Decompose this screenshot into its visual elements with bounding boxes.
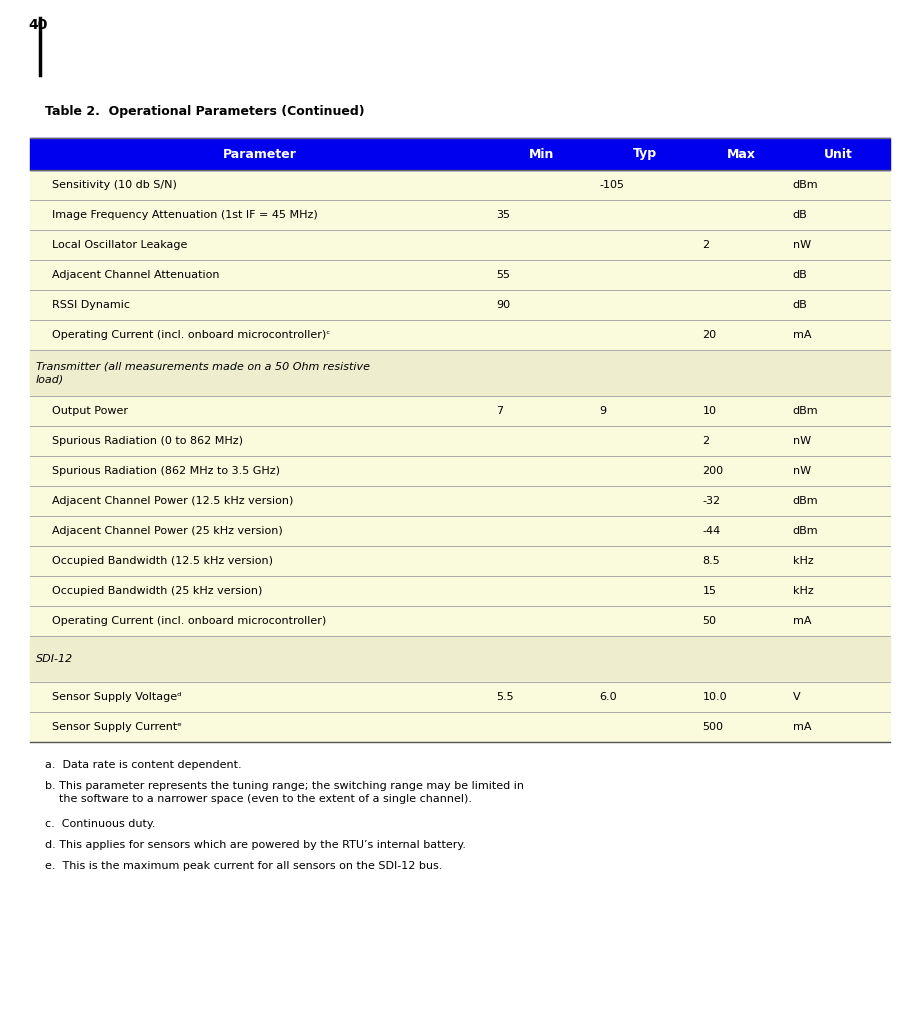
Text: RSSI Dynamic: RSSI Dynamic <box>52 300 130 310</box>
Text: 7: 7 <box>496 406 503 416</box>
Text: mA: mA <box>793 330 812 340</box>
Text: Typ: Typ <box>633 147 657 160</box>
Text: Sensitivity (10 db S/N): Sensitivity (10 db S/N) <box>52 180 177 190</box>
Text: Local Oscillator Leakage: Local Oscillator Leakage <box>52 240 188 250</box>
Text: d. This applies for sensors which are powered by the RTU’s internal battery.: d. This applies for sensors which are po… <box>45 840 466 850</box>
Text: kHz: kHz <box>793 586 813 596</box>
Text: Image Frequency Attenuation (1st IF = 45 MHz): Image Frequency Attenuation (1st IF = 45… <box>52 210 318 220</box>
Text: 15: 15 <box>703 586 716 596</box>
Bar <box>30 605 890 636</box>
Text: 35: 35 <box>496 210 510 220</box>
Text: kHz: kHz <box>793 556 813 566</box>
Text: dB: dB <box>793 300 808 310</box>
Bar <box>30 426 890 456</box>
Text: Transmitter (all measurements made on a 50 Ohm resistive
load): Transmitter (all measurements made on a … <box>36 362 370 384</box>
Text: 5.5: 5.5 <box>496 692 514 702</box>
Text: dB: dB <box>793 210 808 220</box>
Text: mA: mA <box>793 722 812 732</box>
Text: -44: -44 <box>703 526 721 536</box>
Text: a.  Data rate is content dependent.: a. Data rate is content dependent. <box>45 760 242 770</box>
Text: Sensor Supply Voltageᵈ: Sensor Supply Voltageᵈ <box>52 692 181 702</box>
Text: Parameter: Parameter <box>224 147 297 160</box>
Text: dB: dB <box>793 270 808 280</box>
Text: 40: 40 <box>28 19 48 32</box>
Text: b. This parameter represents the tuning range; the switching range may be limite: b. This parameter represents the tuning … <box>45 781 524 804</box>
Text: -105: -105 <box>599 180 625 190</box>
Text: Spurious Radiation (0 to 862 MHz): Spurious Radiation (0 to 862 MHz) <box>52 436 243 446</box>
Text: 10.0: 10.0 <box>703 692 727 702</box>
Text: 55: 55 <box>496 270 510 280</box>
Text: Spurious Radiation (862 MHz to 3.5 GHz): Spurious Radiation (862 MHz to 3.5 GHz) <box>52 466 280 476</box>
Text: 500: 500 <box>703 722 724 732</box>
Text: Operating Current (incl. onboard microcontroller): Operating Current (incl. onboard microco… <box>52 616 326 626</box>
Bar <box>30 682 890 712</box>
Bar <box>30 290 890 320</box>
Text: Adjacent Channel Attenuation: Adjacent Channel Attenuation <box>52 270 220 280</box>
Bar <box>30 456 890 486</box>
Text: dBm: dBm <box>793 180 818 190</box>
Text: e.  This is the maximum peak current for all sensors on the SDI-12 bus.: e. This is the maximum peak current for … <box>45 861 442 871</box>
Bar <box>30 138 890 170</box>
Text: nW: nW <box>793 436 811 446</box>
Bar <box>30 320 890 350</box>
Text: Operating Current (incl. onboard microcontroller)ᶜ: Operating Current (incl. onboard microco… <box>52 330 331 340</box>
Text: c.  Continuous duty.: c. Continuous duty. <box>45 819 156 829</box>
Text: 50: 50 <box>703 616 716 626</box>
Text: -32: -32 <box>703 495 721 506</box>
Text: dBm: dBm <box>793 526 818 536</box>
Text: 9: 9 <box>599 406 606 416</box>
Text: 10: 10 <box>703 406 716 416</box>
Text: SDI-12: SDI-12 <box>36 654 73 664</box>
Bar <box>30 200 890 230</box>
Text: Unit: Unit <box>824 147 853 160</box>
Text: dBm: dBm <box>793 495 818 506</box>
Bar <box>30 546 890 576</box>
Bar <box>30 576 890 605</box>
Bar <box>30 170 890 200</box>
Bar <box>30 350 890 396</box>
Text: Min: Min <box>529 147 554 160</box>
Text: dBm: dBm <box>793 406 818 416</box>
Text: Adjacent Channel Power (25 kHz version): Adjacent Channel Power (25 kHz version) <box>52 526 283 536</box>
Bar <box>30 486 890 516</box>
Text: Output Power: Output Power <box>52 406 128 416</box>
Text: Sensor Supply Currentᵉ: Sensor Supply Currentᵉ <box>52 722 182 732</box>
Bar <box>30 396 890 426</box>
Text: 2: 2 <box>703 436 710 446</box>
Text: mA: mA <box>793 616 812 626</box>
Bar <box>30 260 890 290</box>
Text: 2: 2 <box>703 240 710 250</box>
Bar <box>30 712 890 742</box>
Text: nW: nW <box>793 240 811 250</box>
Text: 200: 200 <box>703 466 724 476</box>
Text: nW: nW <box>793 466 811 476</box>
Text: Table 2.  Operational Parameters (Continued): Table 2. Operational Parameters (Continu… <box>45 105 365 118</box>
Text: 20: 20 <box>703 330 716 340</box>
Text: V: V <box>793 692 801 702</box>
Text: 8.5: 8.5 <box>703 556 720 566</box>
Text: Occupied Bandwidth (12.5 kHz version): Occupied Bandwidth (12.5 kHz version) <box>52 556 273 566</box>
Text: Occupied Bandwidth (25 kHz version): Occupied Bandwidth (25 kHz version) <box>52 586 262 596</box>
Bar <box>30 230 890 260</box>
Text: Max: Max <box>727 147 756 160</box>
Text: 90: 90 <box>496 300 510 310</box>
Bar <box>30 636 890 682</box>
Text: 6.0: 6.0 <box>599 692 616 702</box>
Bar <box>30 516 890 546</box>
Text: Adjacent Channel Power (12.5 kHz version): Adjacent Channel Power (12.5 kHz version… <box>52 495 293 506</box>
